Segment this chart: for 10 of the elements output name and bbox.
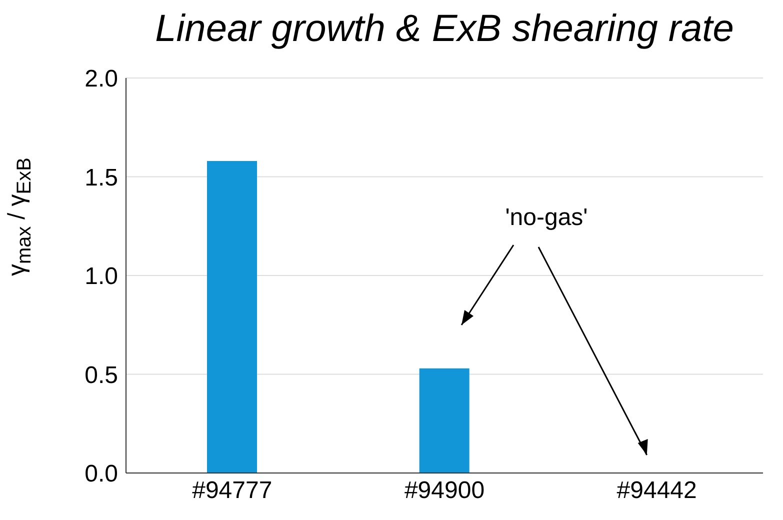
y-tick-label: 1.5 <box>84 164 118 192</box>
y-tick-label: 1.0 <box>84 263 118 290</box>
y-tick-label: 0.5 <box>84 362 118 389</box>
annotation: 'no-gas' <box>504 204 589 232</box>
x-tick-label: #94900 <box>404 477 485 504</box>
y-tick-label: 0.0 <box>84 460 118 488</box>
x-tick-label: #94442 <box>616 477 697 504</box>
x-tick-label: #94777 <box>192 477 272 504</box>
chart-title: Linear growth & ExB shearing rate <box>154 8 735 51</box>
y-tick-label: 2.0 <box>84 66 118 93</box>
